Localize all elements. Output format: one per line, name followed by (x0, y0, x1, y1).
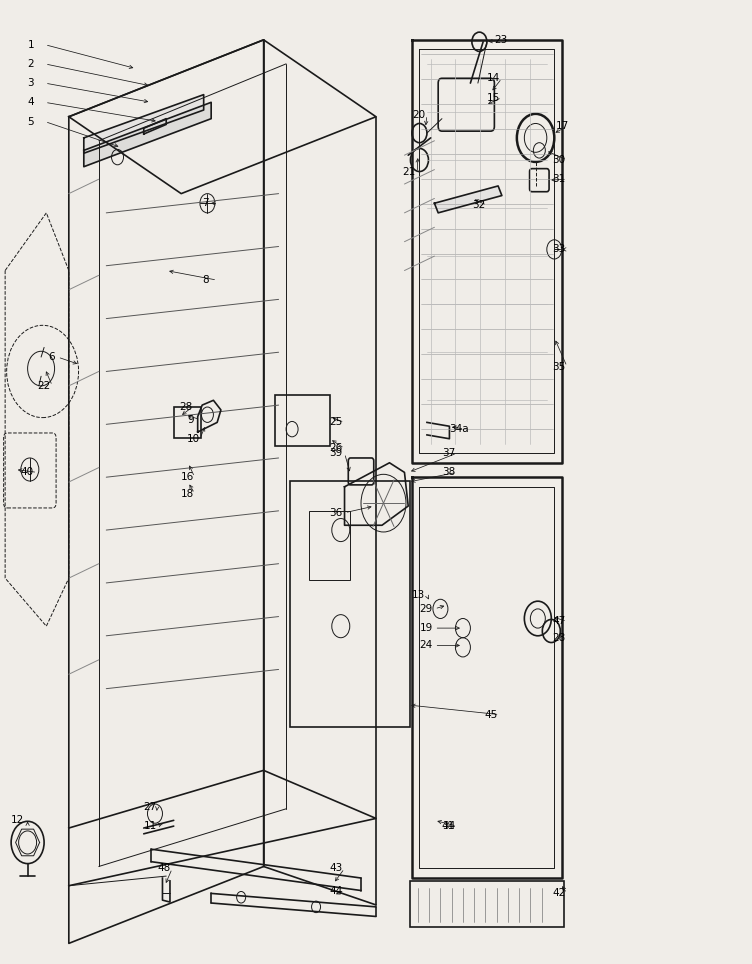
Text: 29: 29 (420, 603, 432, 614)
Text: 39: 39 (329, 448, 343, 458)
Text: 5: 5 (28, 117, 35, 126)
Text: 41: 41 (442, 821, 455, 831)
Text: 33: 33 (552, 245, 566, 254)
Text: 27: 27 (144, 802, 157, 812)
Text: 1: 1 (28, 40, 35, 49)
Text: 34a: 34a (450, 424, 469, 434)
Text: 28: 28 (552, 632, 566, 643)
Polygon shape (83, 94, 204, 153)
Polygon shape (435, 186, 502, 213)
Text: 37: 37 (442, 448, 455, 458)
Text: 26: 26 (329, 443, 343, 453)
Text: 9: 9 (187, 415, 194, 424)
Text: 42: 42 (552, 889, 566, 898)
Text: 47: 47 (552, 616, 566, 627)
Text: 34: 34 (442, 821, 455, 831)
Text: 15: 15 (487, 93, 500, 102)
Text: 35: 35 (552, 362, 566, 372)
Text: 31: 31 (552, 174, 566, 184)
Text: 30: 30 (552, 155, 566, 165)
Text: 38: 38 (442, 468, 455, 477)
Text: 7: 7 (202, 199, 209, 208)
Text: 44: 44 (329, 886, 343, 896)
Text: 40: 40 (20, 468, 33, 477)
Text: 22: 22 (38, 381, 50, 390)
Text: 17: 17 (556, 121, 569, 131)
Text: 16: 16 (181, 472, 195, 482)
Text: 48: 48 (157, 864, 171, 873)
Text: 45: 45 (484, 710, 498, 719)
Text: 24: 24 (420, 640, 432, 651)
Text: 10: 10 (187, 434, 200, 443)
Text: 8: 8 (202, 275, 209, 285)
Text: 36: 36 (329, 508, 343, 518)
Text: 28: 28 (180, 402, 193, 412)
Text: 12: 12 (11, 816, 23, 825)
Text: 3: 3 (28, 78, 35, 88)
Text: 18: 18 (181, 489, 195, 498)
Text: 6: 6 (48, 352, 54, 362)
Text: 19: 19 (420, 623, 432, 633)
Text: 43: 43 (329, 864, 343, 873)
Text: 32: 32 (472, 201, 485, 210)
Text: 21: 21 (402, 168, 415, 177)
Text: 13: 13 (412, 590, 425, 601)
Text: 25: 25 (329, 417, 343, 427)
Text: 11: 11 (144, 821, 157, 831)
Text: 2: 2 (28, 59, 35, 68)
Text: 14: 14 (487, 73, 500, 83)
Text: 23: 23 (494, 35, 508, 45)
Text: 20: 20 (412, 110, 425, 120)
Polygon shape (83, 102, 211, 167)
Text: 4: 4 (28, 97, 35, 107)
